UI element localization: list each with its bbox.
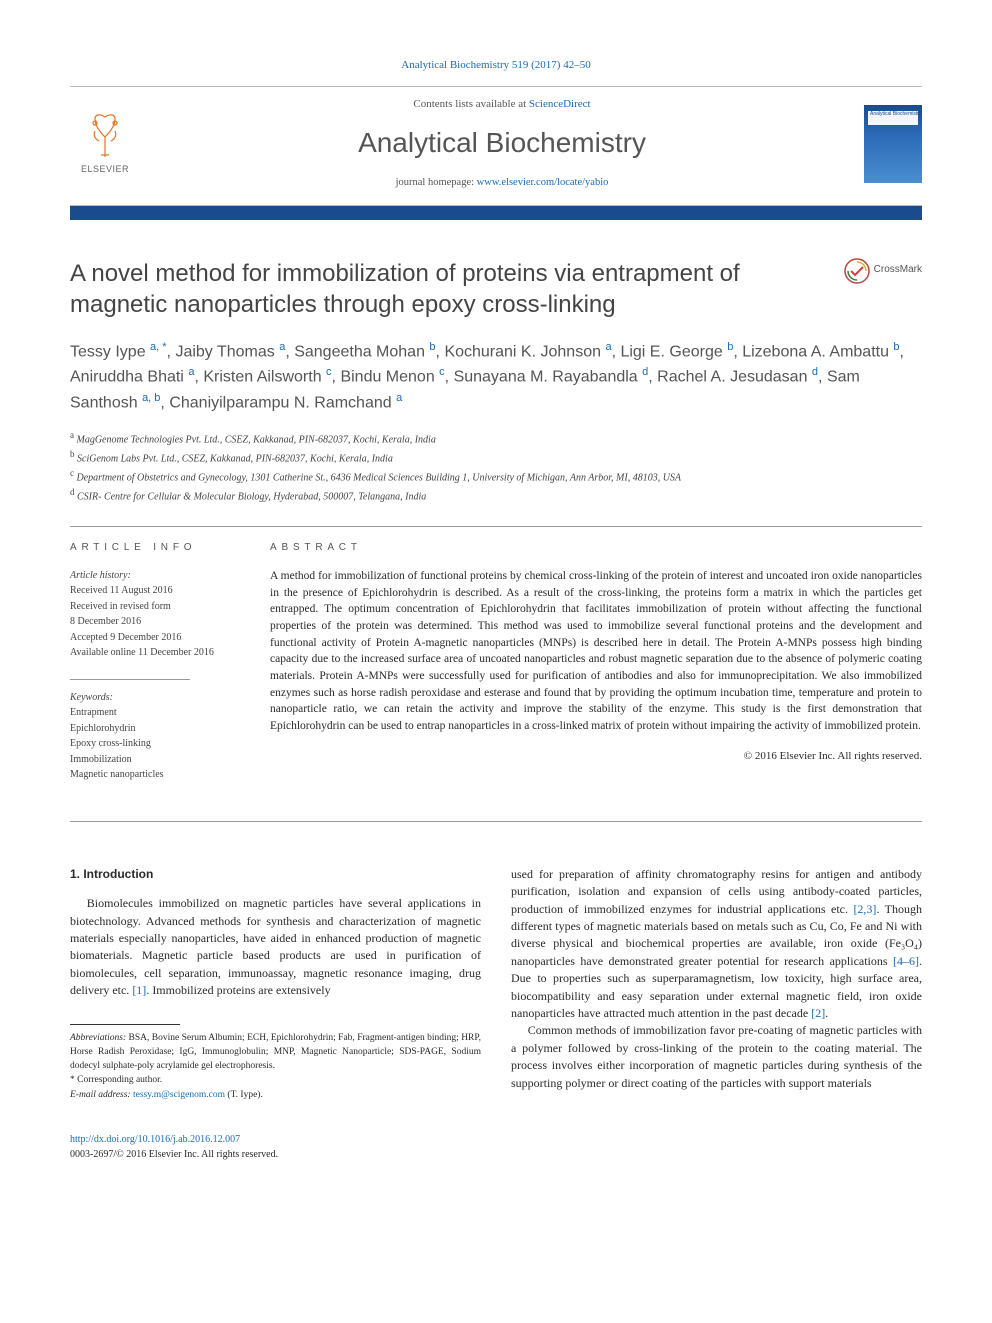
abbreviations-line: Abbreviations: BSA, Bovine Serum Albumin… bbox=[70, 1031, 481, 1074]
abbrev-label: Abbreviations: bbox=[70, 1033, 126, 1043]
corresponding-author-line: * Corresponding author. bbox=[70, 1073, 481, 1087]
article-history: Received 11 August 2016Received in revis… bbox=[70, 585, 214, 658]
email-line: E-mail address: tessy.m@scigenom.com (T.… bbox=[70, 1088, 481, 1102]
authors-list: Tessy Iype a, *, Jaiby Thomas a, Sangeet… bbox=[70, 339, 922, 415]
info-separator bbox=[70, 679, 190, 680]
abstract-heading: ABSTRACT bbox=[270, 541, 922, 556]
contents-lists-line: Contents lists available at ScienceDirec… bbox=[150, 97, 854, 113]
contents-prefix: Contents lists available at bbox=[413, 98, 528, 110]
ref-1[interactable]: [1] bbox=[132, 983, 146, 997]
abbrev-text: BSA, Bovine Serum Albumin; ECH, Epichlor… bbox=[70, 1033, 481, 1072]
crossmark-icon bbox=[844, 258, 870, 284]
abstract-column: ABSTRACT A method for immobilization of … bbox=[270, 541, 922, 801]
journal-name: Analytical Biochemistry bbox=[150, 123, 854, 164]
paragraph-2: used for preparation of affinity chromat… bbox=[511, 866, 922, 1023]
keywords-list: EntrapmentEpichlorohydrinEpoxy cross-lin… bbox=[70, 707, 164, 780]
footnotes: Abbreviations: BSA, Bovine Serum Albumin… bbox=[70, 1024, 481, 1102]
abstract-text: A method for immobilization of functiona… bbox=[270, 568, 922, 735]
p2-d: . bbox=[825, 1006, 828, 1020]
section-heading-1: 1. Introduction bbox=[70, 866, 481, 883]
elsevier-logo: ELSEVIER bbox=[70, 105, 140, 183]
p1-b: . Immobilized proteins are extensively bbox=[146, 983, 330, 997]
ref-4-6[interactable]: [4–6] bbox=[893, 954, 919, 968]
header-bar bbox=[70, 206, 922, 220]
paragraph-1: Biomolecules immobilized on magnetic par… bbox=[70, 895, 481, 999]
copyright-line: © 2016 Elsevier Inc. All rights reserved… bbox=[270, 749, 922, 765]
keywords-label: Keywords: bbox=[70, 692, 113, 703]
homepage-prefix: journal homepage: bbox=[396, 177, 477, 188]
doi-block: http://dx.doi.org/10.1016/j.ab.2016.12.0… bbox=[70, 1132, 922, 1162]
issn-copyright: 0003-2697/© 2016 Elsevier Inc. All right… bbox=[70, 1149, 278, 1160]
journal-homepage-line: journal homepage: www.elsevier.com/locat… bbox=[150, 175, 854, 190]
email-suffix: (T. Iype). bbox=[225, 1090, 263, 1100]
affiliations-list: a MagGenome Technologies Pvt. Ltd., CSEZ… bbox=[70, 429, 922, 504]
cover-title: Analytical Biochemistry bbox=[870, 112, 921, 118]
paragraph-3: Common methods of immobilization favor p… bbox=[511, 1022, 922, 1092]
masthead: ELSEVIER Contents lists available at Sci… bbox=[70, 86, 922, 206]
corresponding-email-link[interactable]: tessy.m@scigenom.com bbox=[133, 1090, 225, 1100]
email-label: E-mail address: bbox=[70, 1090, 133, 1100]
journal-homepage-link[interactable]: www.elsevier.com/locate/yabio bbox=[477, 177, 609, 188]
sciencedirect-link[interactable]: ScienceDirect bbox=[529, 98, 591, 110]
article-info-heading: ARTICLE INFO bbox=[70, 541, 246, 556]
crossmark-badge[interactable]: CrossMark bbox=[844, 258, 922, 284]
body-text: 1. Introduction Biomolecules immobilized… bbox=[70, 866, 922, 1102]
ref-2-3[interactable]: [2,3] bbox=[853, 902, 876, 916]
article-title: A novel method for immobilization of pro… bbox=[70, 258, 844, 321]
journal-cover-thumbnail: Analytical Biochemistry bbox=[864, 105, 922, 183]
publisher-name: ELSEVIER bbox=[81, 163, 129, 176]
ref-2[interactable]: [2] bbox=[811, 1006, 825, 1020]
article-history-label: Article history: bbox=[70, 570, 131, 581]
doi-link[interactable]: http://dx.doi.org/10.1016/j.ab.2016.12.0… bbox=[70, 1134, 240, 1145]
elsevier-tree-icon bbox=[81, 111, 129, 159]
citation-line: Analytical Biochemistry 519 (2017) 42–50 bbox=[70, 58, 922, 74]
crossmark-label: CrossMark bbox=[874, 263, 922, 278]
footnote-separator bbox=[70, 1024, 180, 1025]
article-info-column: ARTICLE INFO Article history: Received 1… bbox=[70, 541, 270, 801]
